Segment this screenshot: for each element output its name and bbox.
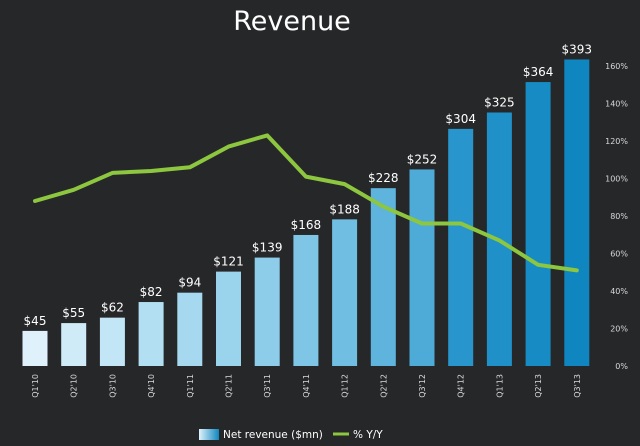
x-tick-label-0: Q1'10 <box>31 374 40 398</box>
bar-value-label-10: $252 <box>407 152 438 166</box>
right-axis-tick-1: 20% <box>610 325 628 334</box>
x-tick-label-2: Q3'10 <box>108 374 117 398</box>
right-axis-tick-2: 40% <box>610 287 628 296</box>
right-axis-tick-7: 140% <box>605 100 628 109</box>
bar-11 <box>448 128 474 366</box>
bar-3 <box>138 302 164 366</box>
bar-7 <box>293 234 319 366</box>
bar-1 <box>61 323 87 366</box>
bar-9 <box>370 188 396 366</box>
x-tick-label-14: Q3'13 <box>573 374 582 398</box>
x-tick-label-6: Q3'11 <box>263 374 272 398</box>
bar-value-label-9: $228 <box>368 171 399 185</box>
bar-value-label-2: $62 <box>101 301 124 315</box>
x-tick-label-3: Q4'10 <box>147 374 156 398</box>
bar-10 <box>409 169 435 366</box>
bar-14 <box>564 59 590 367</box>
bar-8 <box>332 219 358 366</box>
bar-value-label-3: $82 <box>140 285 163 299</box>
bar-series <box>22 59 590 367</box>
bar-5 <box>216 271 241 366</box>
legend: Net revenue ($mn) % Y/Y <box>199 429 383 441</box>
chart-title: Revenue <box>233 6 351 37</box>
bar-value-label-13: $364 <box>523 65 554 79</box>
legend-bar-label: Net revenue ($mn) <box>223 429 323 441</box>
bar-value-label-8: $188 <box>329 202 360 216</box>
bar-4 <box>177 292 203 366</box>
yoy-line-series <box>33 133 579 273</box>
bar-2 <box>99 317 125 366</box>
right-axis-tick-0: 0% <box>615 362 628 371</box>
bar-value-label-4: $94 <box>178 276 201 290</box>
x-tick-label-7: Q4'11 <box>302 374 311 398</box>
legend-line-label: % Y/Y <box>353 429 383 441</box>
x-tick-label-11: Q4'12 <box>457 374 466 398</box>
x-tick-label-4: Q1'11 <box>186 374 195 398</box>
x-tick-label-10: Q3'12 <box>418 374 427 398</box>
right-axis-tick-6: 120% <box>605 137 628 146</box>
legend-bar-swatch <box>199 429 219 440</box>
right-axis-tick-3: 60% <box>610 250 628 259</box>
bar-0 <box>22 330 48 366</box>
bar-value-label-5: $121 <box>213 255 244 269</box>
bar-value-label-14: $393 <box>562 42 593 56</box>
bar-value-label-7: $168 <box>291 218 322 232</box>
bar-value-label-11: $304 <box>445 112 476 126</box>
bar-value-label-6: $139 <box>252 241 283 255</box>
bar-value-label-1: $55 <box>62 306 85 320</box>
right-axis-tick-4: 80% <box>610 212 628 221</box>
x-tick-label-12: Q1'13 <box>495 374 504 398</box>
bar-value-label-0: $45 <box>24 314 47 328</box>
x-tick-label-5: Q2'11 <box>225 374 234 398</box>
bar-value-labels: $45 $55 $62 $82 $94 $121 $139 $168 $188 $228 $252 $… <box>24 42 593 327</box>
bar-value-label-12: $325 <box>484 96 515 110</box>
x-tick-label-9: Q2'12 <box>379 374 388 398</box>
right-axis-ticks: 0% 20% 40% 60% 80% 100% 120% 140% 160% <box>605 62 628 371</box>
bar-6 <box>254 257 280 366</box>
x-axis-ticks: Q1'10 Q2'10 Q3'10 Q4'10 Q1'11 Q2'11 Q3'11 Q4'11… <box>31 374 582 398</box>
x-tick-label-1: Q2'10 <box>70 374 79 398</box>
x-tick-label-13: Q2'13 <box>534 374 543 398</box>
bar-13 <box>525 82 551 366</box>
right-axis-tick-8: 160% <box>605 62 628 71</box>
x-tick-label-8: Q1'12 <box>341 374 350 398</box>
right-axis-tick-5: 100% <box>605 175 628 184</box>
